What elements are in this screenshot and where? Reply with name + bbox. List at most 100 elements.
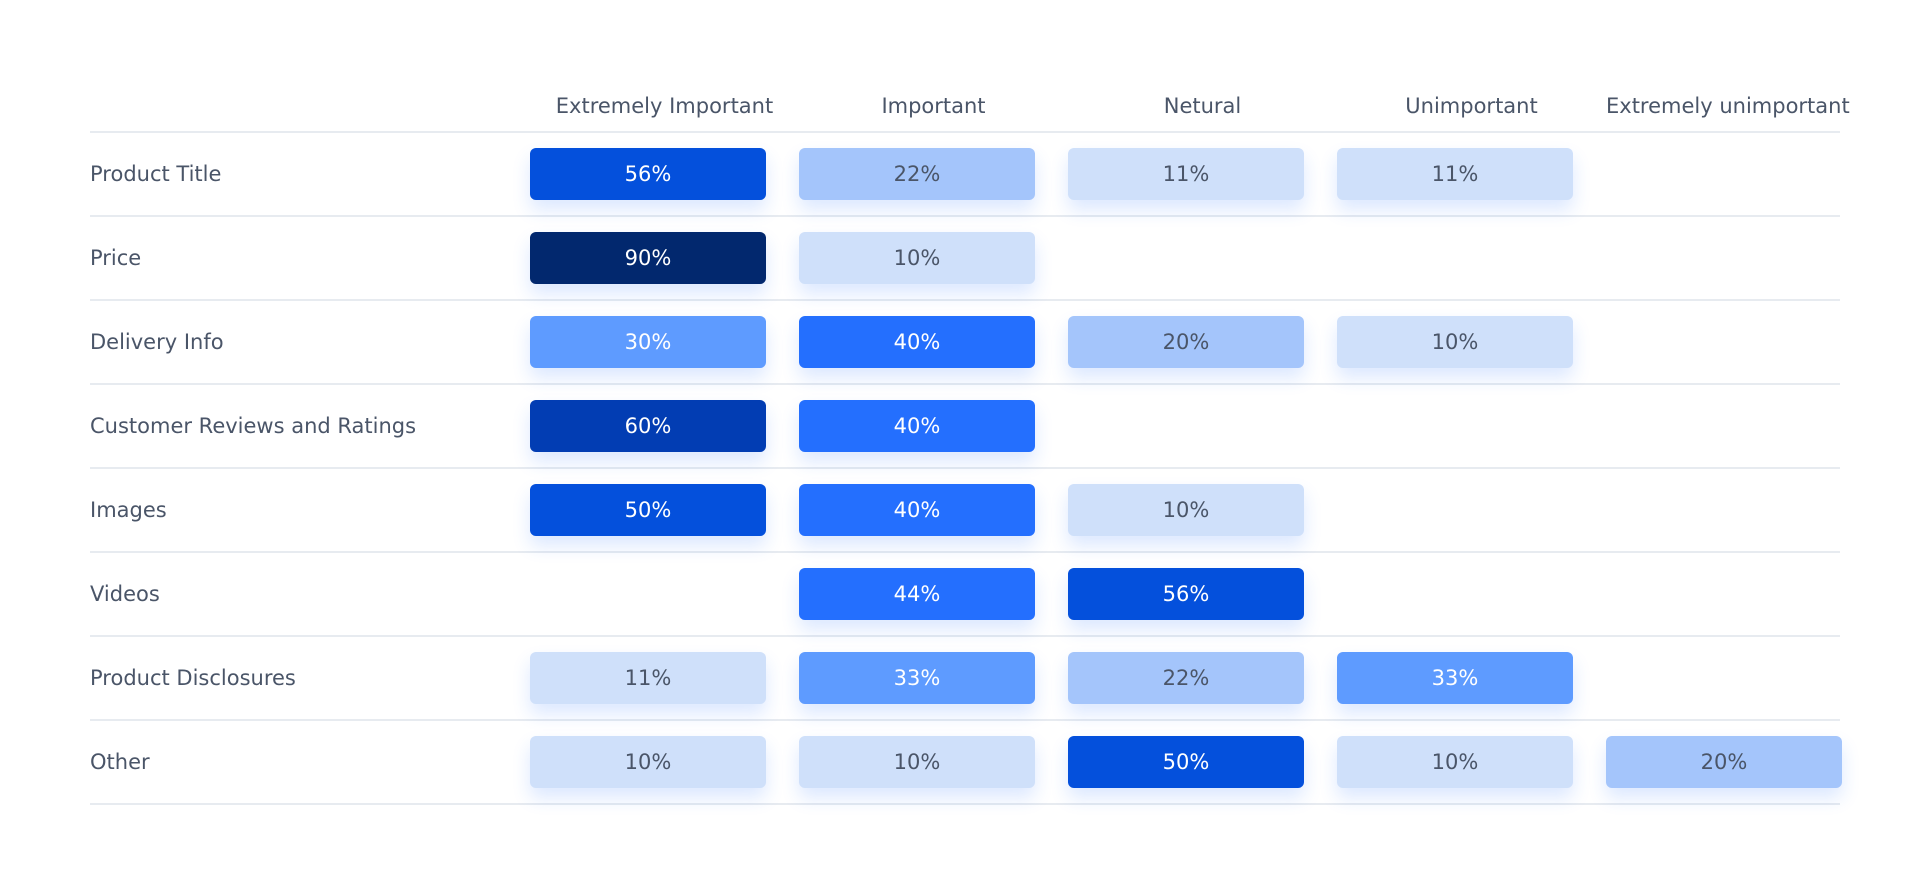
heatmap-cell: 11% [1068,148,1304,200]
cell-slot [1068,400,1337,452]
row-label: Customer Reviews and Ratings [90,414,417,438]
row-label: Price [90,246,142,270]
cell-slot: 11% [530,652,799,704]
cell-slot: 44% [799,568,1068,620]
heatmap-cell: 44% [799,568,1035,620]
heatmap-cell: 40% [799,400,1035,452]
heatmap-body: Product Title 56% 22% 11% 11% Price 90% 10% Deli… [90,133,1842,805]
cell-slot [1068,232,1337,284]
row-label: Videos [90,582,160,606]
cell-slot: 40% [799,400,1068,452]
cell-slot: 22% [1068,652,1337,704]
table-row: Images 50% 40% 10% [90,469,1840,553]
heatmap-cell-empty [1606,652,1842,704]
cell-slot [1337,232,1606,284]
heatmap-cell: 90% [530,232,766,284]
cell-slot: 10% [799,232,1068,284]
row-label: Images [90,498,167,522]
heatmap-cell-empty [1606,232,1842,284]
cell-slot: 11% [1068,148,1337,200]
cell-slot [1606,232,1842,284]
cell-slot [1337,400,1606,452]
heatmap-cell-empty [1337,232,1573,284]
heatmap-cell: 56% [530,148,766,200]
cell-slot: 33% [1337,652,1606,704]
row-label: Other [90,750,150,774]
heatmap-cell: 22% [1068,652,1304,704]
cell-slot: 22% [799,148,1068,200]
heatmap-cell-empty [1606,316,1842,368]
table-row: Price 90% 10% [90,217,1840,301]
heatmap-cell-empty [530,568,766,620]
cell-slot: 40% [799,316,1068,368]
heatmap-cell: 33% [1337,652,1573,704]
column-header: Netural [1163,93,1242,118]
cell-slot: 40% [799,484,1068,536]
heatmap-cell: 10% [1337,316,1573,368]
heatmap-cell-empty [1337,484,1573,536]
row-label: Product Title [90,162,222,186]
cell-slot [1606,400,1842,452]
heatmap-cell-empty [1068,400,1304,452]
heatmap-cell: 40% [799,316,1035,368]
table-row: Customer Reviews and Ratings 60% 40% [90,385,1840,469]
cell-slot: 90% [530,232,799,284]
column-header-row: Extremely Important Important Netural Un… [90,80,1850,133]
heatmap-cell-empty [1606,400,1842,452]
cell-slot: 30% [530,316,799,368]
heatmap-cell: 40% [799,484,1035,536]
table-row: Other 10% 10% 50% 10% 20% [90,721,1842,805]
heatmap-cell: 30% [530,316,766,368]
heatmap-cell-empty [1606,148,1842,200]
row-label: Product Disclosures [90,666,296,690]
cell-slot: 10% [799,736,1068,788]
heatmap-cell: 11% [1337,148,1573,200]
cell-slot: 10% [1337,736,1606,788]
heatmap-cell-empty [1337,568,1573,620]
heatmap-cell: 33% [799,652,1035,704]
cell-slot: 20% [1068,316,1337,368]
heatmap-cell: 56% [1068,568,1304,620]
cell-slot: 60% [530,400,799,452]
cell-slot: 56% [1068,568,1337,620]
cell-slot [1606,652,1842,704]
cell-slot [1606,316,1842,368]
heatmap-cell-empty [1606,568,1842,620]
cell-slot: 33% [799,652,1068,704]
cell-slot: 50% [530,484,799,536]
cell-slot: 10% [1068,484,1337,536]
table-row: Videos 44% 56% [90,553,1840,637]
cell-slot: 50% [1068,736,1337,788]
heatmap-cell: 10% [1068,484,1304,536]
heatmap-cell: 60% [530,400,766,452]
column-header: Unimportant [1405,93,1538,118]
cell-slot [1606,484,1842,536]
heatmap-table: Extremely Important Important Netural Un… [90,80,1850,805]
heatmap-cell: 50% [530,484,766,536]
heatmap-cell: 20% [1606,736,1842,788]
cell-slot [1606,148,1842,200]
table-row: Product Disclosures 11% 33% 22% 33% [90,637,1840,721]
heatmap-cell: 11% [530,652,766,704]
heatmap-cell: 10% [530,736,766,788]
column-header: Extremely unimportant [1606,93,1850,118]
cell-slot [1337,568,1606,620]
table-row: Product Title 56% 22% 11% 11% [90,133,1840,217]
table-row: Delivery Info 30% 40% 20% 10% [90,301,1840,385]
cell-slot: 10% [1337,316,1606,368]
column-header: Extremely Important [555,93,774,118]
cell-slot: 56% [530,148,799,200]
cell-slot: 11% [1337,148,1606,200]
cell-slot [1606,568,1842,620]
column-header: Important [881,93,986,118]
cell-slot [530,568,799,620]
heatmap-cell-empty [1068,232,1304,284]
cell-slot: 10% [530,736,799,788]
heatmap-cell: 22% [799,148,1035,200]
heatmap-cell: 50% [1068,736,1304,788]
row-label: Delivery Info [90,330,224,354]
heatmap-cell: 10% [799,736,1035,788]
heatmap-cell-empty [1337,400,1573,452]
heatmap-cell-empty [1606,484,1842,536]
cell-slot [1337,484,1606,536]
